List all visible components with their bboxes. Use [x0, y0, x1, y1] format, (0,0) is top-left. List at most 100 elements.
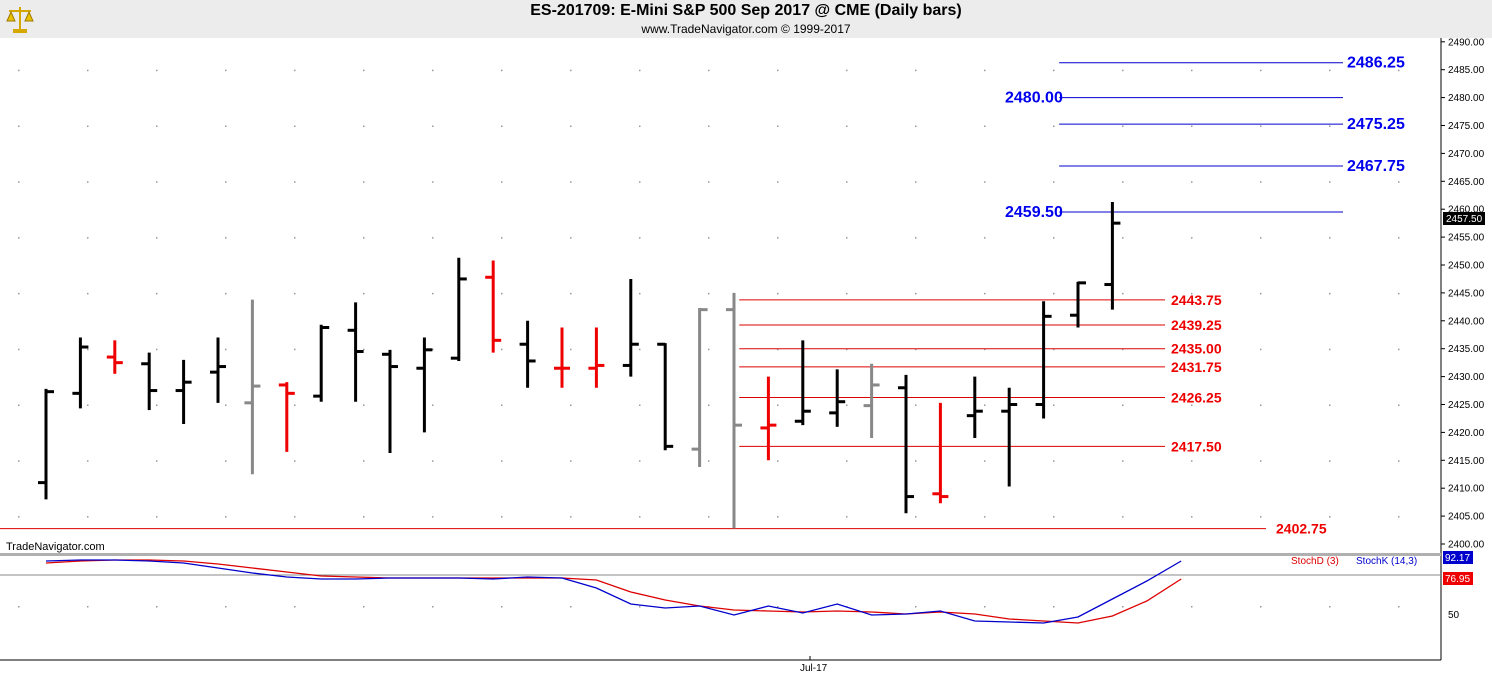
grid-dot	[156, 293, 158, 295]
grid-dot	[225, 460, 227, 462]
stoch-grid-dot	[18, 606, 20, 608]
grid-dot	[225, 293, 227, 295]
grid-dot	[639, 126, 641, 128]
grid-dot	[156, 405, 158, 407]
grid-dot	[1329, 237, 1331, 239]
grid-dot	[708, 516, 710, 518]
grid-dot	[501, 126, 503, 128]
price-tick-label: 2455.00	[1448, 233, 1485, 244]
ohlc-bar	[176, 360, 192, 424]
ohlc-bar	[416, 338, 432, 433]
stoch-k-line	[46, 560, 1181, 623]
grid-dot	[87, 237, 89, 239]
ohlc-bar	[864, 364, 880, 438]
grid-dot	[570, 70, 572, 72]
grid-dot	[1329, 460, 1331, 462]
grid-dot	[1329, 126, 1331, 128]
grid-dot	[501, 405, 503, 407]
grid-dot	[294, 126, 296, 128]
grid-dot	[915, 516, 917, 518]
grid-dot	[87, 181, 89, 183]
grid-dot	[777, 237, 779, 239]
ohlc-bar	[520, 321, 536, 388]
price-tick-label: 2485.00	[1448, 65, 1485, 76]
grid-dot	[87, 516, 89, 518]
price-tick-label: 2425.00	[1448, 400, 1485, 411]
grid-dot	[1398, 181, 1400, 183]
grid-dot	[18, 293, 20, 295]
ohlc-bar	[141, 353, 157, 410]
grid-dot	[156, 349, 158, 351]
grid-dot	[570, 405, 572, 407]
grid-dot	[294, 460, 296, 462]
grid-dot	[708, 349, 710, 351]
grid-dot	[639, 70, 641, 72]
grid-dot	[915, 70, 917, 72]
grid-dot	[1260, 237, 1262, 239]
ohlc-bar	[1036, 301, 1052, 418]
ohlc-bar	[313, 325, 329, 402]
date-label: Jul-17	[800, 663, 828, 674]
grid-dot	[1260, 126, 1262, 128]
grid-dot	[225, 405, 227, 407]
grid-dot	[294, 516, 296, 518]
stoch-grid-dot	[87, 606, 89, 608]
grid-dot	[432, 516, 434, 518]
stoch-d-value: 76.95	[1445, 574, 1470, 585]
grid-dot	[777, 293, 779, 295]
grid-dot	[87, 460, 89, 462]
grid-dot	[432, 460, 434, 462]
watermark: TradeNavigator.com	[6, 541, 105, 553]
grid-dot	[18, 181, 20, 183]
grid-dot	[87, 126, 89, 128]
price-level-label: 2480.00	[1005, 90, 1063, 107]
grid-dot	[1122, 293, 1124, 295]
grid-dot	[1398, 237, 1400, 239]
price-tick-label: 2480.00	[1448, 93, 1485, 104]
stoch-grid-dot	[1398, 606, 1400, 608]
grid-dot	[708, 70, 710, 72]
grid-dot	[984, 70, 986, 72]
ohlc-bar	[1070, 282, 1086, 328]
ohlc-bar	[72, 338, 88, 409]
grid-dot	[570, 349, 572, 351]
stoch-grid-dot	[225, 606, 227, 608]
grid-dot	[363, 126, 365, 128]
panel-separator	[0, 553, 1441, 556]
price-level-label: 2475.25	[1347, 116, 1405, 133]
grid-dot	[915, 293, 917, 295]
grid-dot	[1053, 293, 1055, 295]
grid-dot	[708, 237, 710, 239]
ohlc-bar	[244, 300, 260, 475]
grid-dot	[708, 181, 710, 183]
stoch-grid-dot	[363, 606, 365, 608]
price-level-label: 2426.25	[1171, 390, 1222, 406]
stoch-k-label: StochK (14,3)	[1356, 556, 1417, 567]
price-tick-label: 2405.00	[1448, 512, 1485, 523]
grid-dot	[984, 293, 986, 295]
last-price-label: 2457.50	[1446, 214, 1483, 225]
ohlc-bar	[1104, 202, 1120, 310]
grid-dot	[915, 126, 917, 128]
grid-dot	[294, 349, 296, 351]
grid-dot	[363, 293, 365, 295]
ohlc-bar	[898, 375, 914, 513]
grid-dot	[777, 516, 779, 518]
ohlc-bar	[451, 258, 467, 361]
grid-dot	[1329, 516, 1331, 518]
grid-dot	[1398, 349, 1400, 351]
grid-dot	[1191, 237, 1193, 239]
grid-dot	[1260, 516, 1262, 518]
grid-dot	[294, 237, 296, 239]
grid-dot	[846, 126, 848, 128]
ohlc-bar	[795, 340, 811, 425]
grid-dot	[639, 460, 641, 462]
grid-dot	[18, 237, 20, 239]
grid-dot	[639, 516, 641, 518]
grid-dot	[294, 405, 296, 407]
grid-dot	[294, 70, 296, 72]
price-tick-label: 2450.00	[1448, 261, 1485, 272]
grid-dot	[639, 405, 641, 407]
grid-dot	[1260, 405, 1262, 407]
